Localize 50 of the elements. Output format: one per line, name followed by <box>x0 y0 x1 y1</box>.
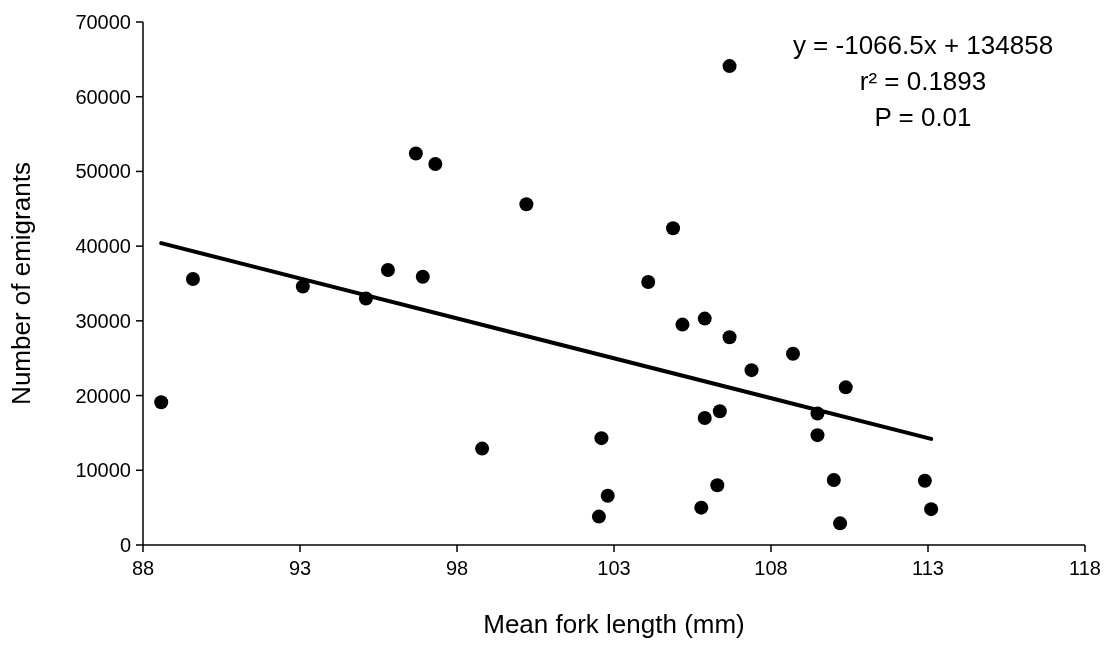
point <box>295 279 310 294</box>
point <box>415 269 430 284</box>
x-tick-label: 93 <box>288 557 312 579</box>
point <box>722 330 737 345</box>
point <box>428 156 443 171</box>
y-tick-label: 70000 <box>75 11 131 33</box>
point <box>641 275 656 290</box>
point <box>744 363 759 378</box>
point <box>838 380 853 395</box>
point <box>785 346 800 361</box>
x-tick-label: 103 <box>597 557 631 579</box>
point <box>710 478 725 493</box>
y-tick-label: 20000 <box>75 384 131 407</box>
point <box>666 221 681 236</box>
y-tick-label: 40000 <box>75 235 131 258</box>
point <box>408 146 423 161</box>
annotation: P = 0.01 <box>874 102 972 132</box>
x-axis-title: Mean fork length (mm) <box>483 609 745 639</box>
point <box>833 516 848 531</box>
point <box>712 404 727 419</box>
point <box>826 473 841 487</box>
point <box>810 428 825 443</box>
annotation: r² = 0.1893 <box>859 66 987 96</box>
y-tick-label: 60000 <box>75 85 131 108</box>
x-tick-label: 113 <box>912 557 944 579</box>
point <box>600 488 615 503</box>
point <box>185 272 200 287</box>
y-tick-label: 30000 <box>75 309 131 332</box>
point <box>519 197 534 212</box>
y-tick-label: 10000 <box>75 459 131 482</box>
point <box>722 59 737 74</box>
point <box>697 410 712 425</box>
point <box>475 441 490 456</box>
point <box>694 500 709 515</box>
point <box>591 509 606 524</box>
point <box>594 431 609 446</box>
x-tick-label: 118 <box>1069 557 1101 579</box>
point <box>675 317 690 332</box>
point <box>697 311 712 326</box>
point <box>924 502 939 517</box>
point <box>154 395 169 410</box>
y-tick-label: 0 <box>119 534 131 556</box>
y-tick-label: 50000 <box>75 160 131 183</box>
point <box>380 263 395 278</box>
point <box>917 473 932 488</box>
y-axis-title: Number of emigrants <box>6 162 36 405</box>
x-tick-label: 88 <box>131 557 155 579</box>
annotation: y = -1066.5x + 134858 <box>792 30 1054 60</box>
x-tick-label: 108 <box>754 557 788 579</box>
x-tick-label: 98 <box>445 557 469 579</box>
